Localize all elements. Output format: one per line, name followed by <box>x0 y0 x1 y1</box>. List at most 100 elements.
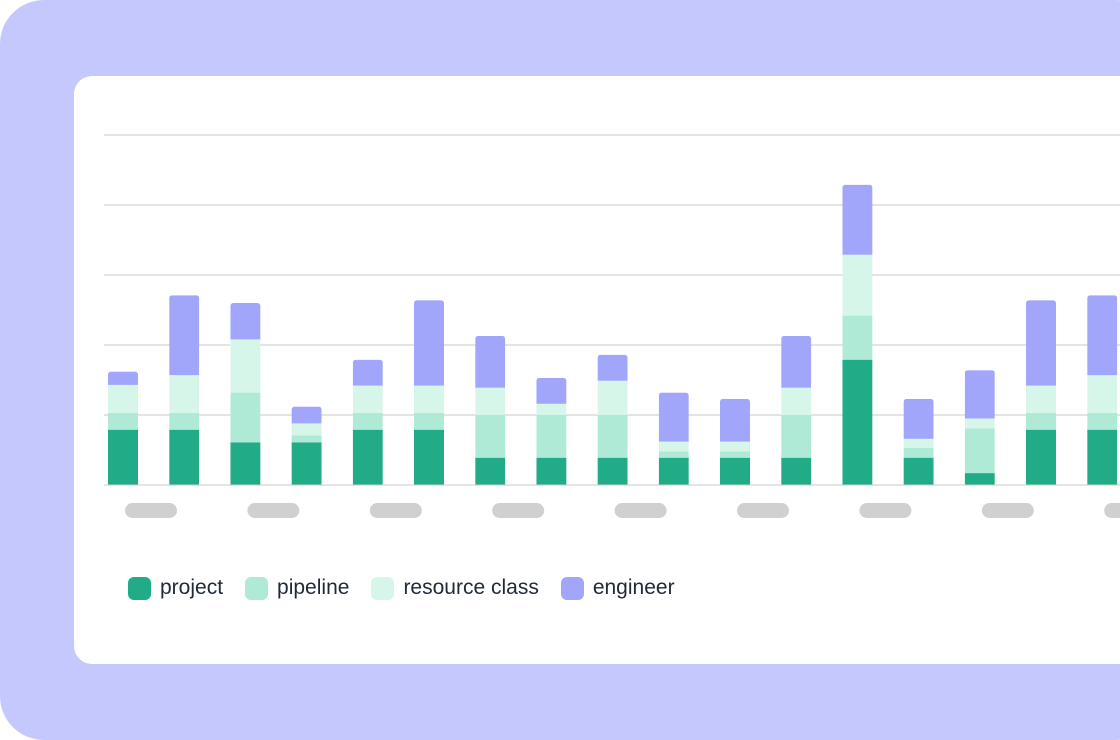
bar-stack <box>1087 295 1118 485</box>
bar-segment-pipeline <box>414 412 444 430</box>
bar-stack <box>903 398 934 485</box>
bar-segment-resource-class <box>475 387 506 415</box>
bar-segment-engineer <box>230 303 261 340</box>
bar-segment-pipeline <box>658 451 689 458</box>
bar-segment-pipeline <box>903 447 934 458</box>
bar-stack <box>597 354 628 485</box>
bar-segment-project <box>291 442 322 485</box>
bar-segment-resource-class <box>720 441 750 452</box>
bar-segment-engineer <box>781 335 812 388</box>
bar-stack <box>108 371 138 485</box>
legend-item-project: project <box>128 576 223 600</box>
bar-segment-project <box>352 429 383 485</box>
bar-segment-engineer <box>1026 300 1056 386</box>
bar-segment-resource-class <box>352 385 383 413</box>
bar-segment-pipeline <box>352 412 383 430</box>
bar-stack <box>414 300 444 485</box>
legend-swatch-project <box>128 576 151 600</box>
bar-segment-pipeline <box>536 415 567 458</box>
legend-swatch-engineer <box>560 576 584 600</box>
bar-segment-engineer <box>720 398 750 442</box>
legend-label-project: project <box>160 576 224 599</box>
bar-segment-project <box>475 457 506 485</box>
bar-segment-resource-class <box>108 384 138 413</box>
bar-stack <box>781 335 812 485</box>
bar-segment-engineer <box>842 184 873 255</box>
legend-label-engineer: engineer <box>592 576 675 599</box>
bar-segment-engineer <box>903 398 934 439</box>
bar-stack <box>658 392 689 485</box>
bar-segment-resource-class <box>414 385 444 413</box>
bar-segment-pipeline <box>1026 412 1056 430</box>
bar-segment-resource-class <box>781 387 812 415</box>
bar-segment-engineer <box>108 371 138 385</box>
bar-segment-pipeline <box>597 415 628 458</box>
bar-segment-project <box>169 429 200 485</box>
bar-segment-engineer <box>1087 295 1118 376</box>
bar-segment-project <box>108 429 138 485</box>
bar-segment-project <box>842 359 873 485</box>
x-tick-label-placeholder <box>492 503 545 518</box>
bar-segment-engineer <box>414 300 444 386</box>
bar-segment-engineer <box>352 359 383 386</box>
bar-stack <box>169 295 200 485</box>
x-tick-label-placeholder <box>737 503 789 518</box>
legend-label-resource-class: resource class <box>403 576 539 599</box>
bar-segment-pipeline <box>720 451 750 458</box>
bar-stack <box>475 335 506 485</box>
bar-stack <box>720 398 750 485</box>
bar-segment-engineer <box>964 370 995 419</box>
bar-segment-project <box>964 473 995 485</box>
bar-segment-resource-class <box>964 418 995 429</box>
bar-segment-project <box>720 457 750 485</box>
bar-segment-engineer <box>597 354 628 381</box>
legend-item-engineer: engineer <box>560 576 675 600</box>
bar-stack <box>230 303 261 485</box>
bar-segment-pipeline <box>169 412 200 430</box>
bar-segment-resource-class <box>842 254 873 316</box>
legend-swatch-resource-class <box>371 576 395 600</box>
legend-item-pipeline: pipeline <box>245 576 349 600</box>
x-tick-label-placeholder <box>125 503 177 518</box>
x-tick-label-placeholder <box>981 503 1034 518</box>
bar-segment-project <box>903 457 934 485</box>
x-tick-label-placeholder <box>614 503 667 518</box>
bar-segment-project <box>414 429 444 485</box>
bar-stack <box>1026 300 1056 485</box>
bar-stack <box>352 359 383 485</box>
bar-segment-resource-class <box>1087 375 1118 413</box>
x-tick-label-placeholder <box>247 503 300 518</box>
bar-stack <box>842 184 873 485</box>
bar-segment-resource-class <box>658 441 689 452</box>
bar-stack <box>964 370 995 485</box>
bar-segment-project <box>658 457 689 485</box>
bar-segment-project <box>536 457 567 485</box>
legend-label-pipeline: pipeline <box>277 576 350 599</box>
bar-segment-engineer <box>169 295 200 376</box>
bar-segment-engineer <box>536 377 567 404</box>
bar-segment-project <box>597 457 628 485</box>
bar-segment-pipeline <box>781 415 812 458</box>
bar-segment-pipeline <box>842 315 873 360</box>
bar-segment-resource-class <box>169 375 200 413</box>
bar-segment-pipeline <box>1087 412 1118 430</box>
bar-segment-pipeline <box>964 428 995 474</box>
bar-segment-engineer <box>475 335 506 388</box>
bar-segment-resource-class <box>597 380 628 415</box>
x-tick-label-placeholder <box>1104 503 1120 518</box>
bar-segment-resource-class <box>291 423 322 436</box>
chart-card: project pipeline resource class engineer <box>74 76 1120 664</box>
bar-segment-pipeline <box>475 415 506 458</box>
bar-segment-pipeline <box>291 435 322 443</box>
bar-segment-pipeline <box>230 392 261 443</box>
bar-segment-resource-class <box>230 339 261 393</box>
bar-segment-engineer <box>291 406 322 424</box>
bar-segment-engineer <box>658 392 689 442</box>
stacked-bar-chart <box>104 134 1120 518</box>
bar-segment-pipeline <box>108 412 138 430</box>
bar-stack <box>536 377 567 485</box>
bar-segment-resource-class <box>1026 385 1056 413</box>
bar-segment-project <box>1087 429 1118 485</box>
x-tick-label-placeholder <box>369 503 422 518</box>
bar-segment-project <box>1026 429 1056 485</box>
